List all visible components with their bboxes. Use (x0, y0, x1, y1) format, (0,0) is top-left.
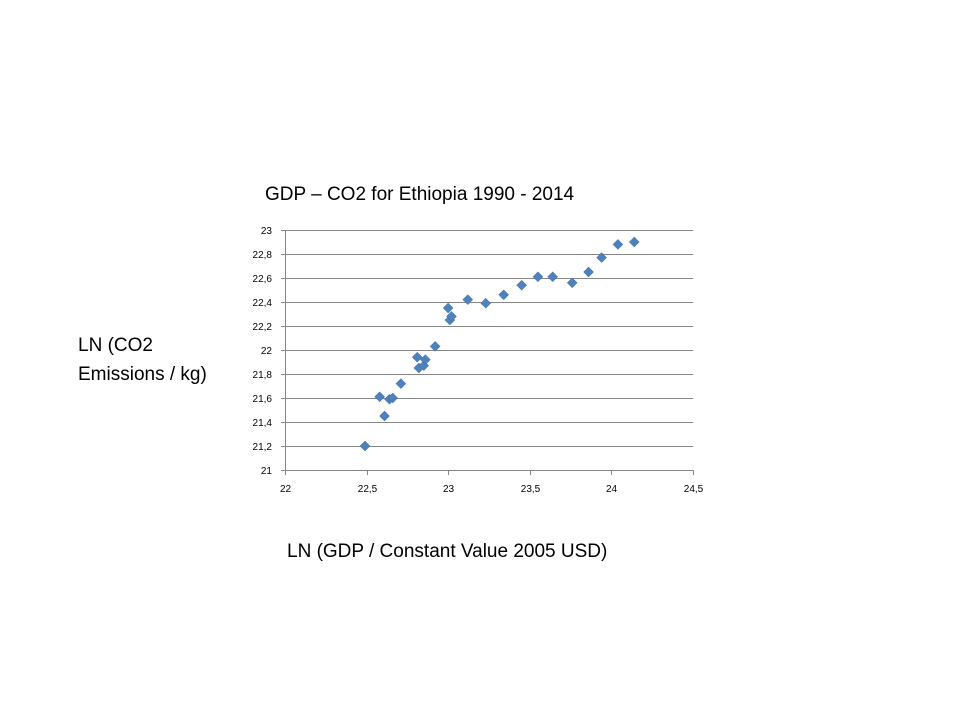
y-tick-label: 22 (261, 346, 273, 357)
y-tick-label: 21,8 (253, 370, 273, 381)
data-point (583, 266, 594, 278)
y-axis-title: LN (CO2 Emissions / kg) (78, 331, 248, 389)
y-tick-label: 21,2 (253, 442, 273, 453)
data-point (395, 378, 407, 389)
data-series (359, 236, 640, 452)
y-tick-label: 21 (261, 466, 273, 477)
data-point (480, 297, 492, 309)
y-tick-label: 22,2 (253, 322, 273, 333)
x-axis-title: LN (GDP / Constant Value 2005 USD) (287, 541, 608, 562)
data-point (379, 410, 390, 422)
data-point (516, 279, 527, 291)
y-axis-title-line-2: Emissions / kg) (78, 364, 207, 385)
data-point (596, 252, 607, 263)
data-point (532, 271, 544, 283)
x-tick-label: 23,5 (521, 484, 541, 495)
gridlines (281, 230, 693, 471)
x-tick-label: 24,5 (684, 484, 704, 495)
axes (285, 230, 694, 475)
y-axis-title-line-1: LN (CO2 (78, 335, 153, 356)
y-tick-label: 21,6 (253, 394, 273, 405)
x-tick-label: 22 (280, 484, 292, 495)
data-point (566, 277, 578, 289)
data-point (612, 239, 624, 250)
data-point (498, 289, 510, 301)
y-tick-label: 22,6 (253, 274, 273, 285)
y-tick-label: 21,4 (253, 418, 273, 429)
y-axis-ticks: 21 21,2 21,4 21,6 21,8 22 22,2 22,4 22,6 22,8 23 (253, 226, 273, 477)
data-point (387, 392, 399, 404)
data-point (628, 236, 640, 248)
x-tick-label: 23 (443, 484, 455, 495)
data-point (442, 302, 454, 314)
data-point (374, 391, 386, 403)
y-tick-label: 23 (261, 226, 273, 237)
data-point (446, 311, 457, 322)
data-point (547, 271, 559, 283)
y-tick-label: 22,4 (253, 298, 273, 309)
x-axis-ticks: 22 22,5 23 23,5 24 24,5 (280, 484, 704, 495)
x-tick-label: 24 (606, 484, 618, 495)
data-point (429, 341, 441, 352)
data-point (462, 294, 474, 305)
x-tick-label: 22,5 (358, 484, 378, 495)
y-tick-label: 22,8 (253, 250, 273, 261)
data-point (419, 354, 431, 365)
data-point (411, 351, 423, 363)
chart-title: GDP – CO2 for Ethiopia 1990 - 2014 (265, 184, 575, 205)
data-point (359, 440, 371, 452)
